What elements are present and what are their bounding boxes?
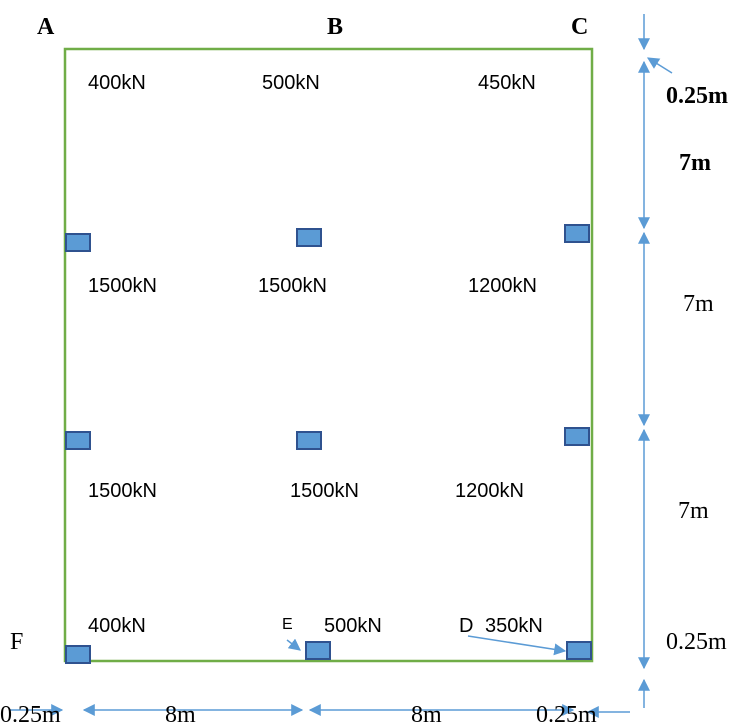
dimension-label: 7m: [678, 498, 709, 524]
column: [65, 431, 91, 450]
column: [65, 233, 91, 252]
load-label: 1500kN: [258, 275, 327, 297]
load-label: 400kN: [88, 615, 146, 637]
vertical-dimension-lines: [638, 14, 673, 708]
dimension-label: 7m: [683, 291, 714, 317]
corner-label-c: C: [571, 14, 589, 40]
columns: [65, 224, 592, 664]
load-label: 1500kN: [290, 480, 359, 502]
column: [65, 645, 91, 664]
column: [305, 641, 331, 660]
load-label: 1500kN: [88, 480, 157, 502]
horizontal-dimension-lines: [10, 704, 630, 718]
column: [564, 224, 590, 243]
load-label: 500kN: [324, 615, 382, 637]
corner-label-b: B: [327, 14, 344, 40]
dimension-label: 0.25m: [0, 702, 61, 728]
dimension-label: 8m: [165, 702, 196, 728]
point-label-e: E: [282, 616, 293, 633]
corner-label-f: F: [10, 629, 24, 655]
load-label: 1500kN: [88, 275, 157, 297]
load-label: 1200kN: [468, 275, 537, 297]
dimension-label: 8m: [411, 702, 442, 728]
load-label: 400kN: [88, 72, 146, 94]
load-label: 350kN: [485, 615, 543, 637]
column: [564, 427, 590, 446]
building-outline: [63, 47, 594, 663]
dimension-label: 0.25m: [666, 83, 728, 109]
dimension-label: 0.25m: [666, 629, 727, 655]
point-label-d: D: [459, 615, 474, 637]
load-label: 500kN: [262, 72, 320, 94]
point-markers: [286, 635, 567, 656]
corner-label-a: A: [37, 14, 55, 40]
dimension-label: 0.25m: [536, 702, 597, 728]
column: [566, 641, 592, 660]
load-label: 1200kN: [455, 480, 524, 502]
column: [296, 228, 322, 247]
column: [296, 431, 322, 450]
load-label: 450kN: [478, 72, 536, 94]
dimension-label: 7m: [679, 150, 711, 176]
